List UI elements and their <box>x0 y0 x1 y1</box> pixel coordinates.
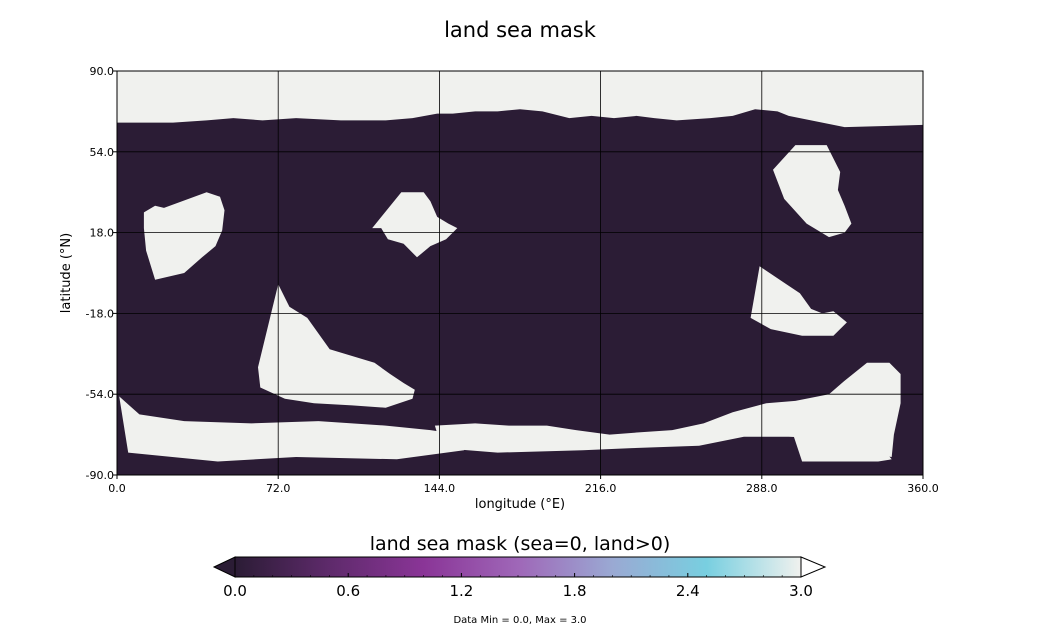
land-region <box>434 362 901 457</box>
x-tick-label: 0.0 <box>108 482 126 495</box>
land-region <box>372 192 458 258</box>
colorbar-tick-label: 1.8 <box>563 582 587 600</box>
land-region <box>773 145 852 238</box>
colorbar-tick-label: 0.0 <box>223 582 247 600</box>
x-axis-label: longitude (°E) <box>475 497 565 512</box>
land-region <box>788 421 892 462</box>
y-tick-label: 54.0 <box>90 146 115 159</box>
y-axis-ticks: 90.0 54.0 18.0 -18.0 -54.0 -90.0 <box>86 65 117 482</box>
x-tick-label: 144.0 <box>424 482 456 495</box>
colorbar-tick-label: 3.0 <box>789 582 813 600</box>
x-tick-label: 216.0 <box>585 482 617 495</box>
chart-title: land sea mask <box>444 18 596 42</box>
y-axis-label: latitude (°N) <box>59 233 74 313</box>
data-range-footer: Data Min = 0.0, Max = 3.0 <box>453 615 586 626</box>
x-axis-ticks: 0.0 72.0 144.0 216.0 288.0 360.0 <box>108 475 939 495</box>
colorbar-title: land sea mask (sea=0, land>0) <box>370 533 671 555</box>
y-tick-label: 18.0 <box>90 227 115 240</box>
land-layer <box>117 71 923 462</box>
y-tick-label: -90.0 <box>86 469 114 482</box>
colorbar-ticks: 0.0 0.6 1.2 1.8 2.4 3.0 <box>223 573 813 600</box>
colorbar: land sea mask (sea=0, land>0) 0.0 0.6 1.2 1… <box>212 533 827 600</box>
colorbar-min-extend-arrow <box>212 556 236 578</box>
land-region <box>143 192 225 280</box>
plot-area <box>116 70 924 476</box>
y-tick-label: 90.0 <box>90 65 115 78</box>
land-region <box>258 284 415 408</box>
x-tick-label: 360.0 <box>907 482 939 495</box>
land-region <box>117 71 923 128</box>
land-region <box>750 266 847 336</box>
x-tick-label: 288.0 <box>746 482 778 495</box>
colorbar-gradient <box>234 556 802 578</box>
colorbar-tick-label: 1.2 <box>449 582 473 600</box>
grid-lines <box>117 71 923 475</box>
y-tick-label: -54.0 <box>86 388 114 401</box>
x-tick-label: 72.0 <box>266 482 291 495</box>
colorbar-tick-label: 0.6 <box>336 582 360 600</box>
colorbar-max-extend-arrow <box>800 556 827 578</box>
y-tick-label: -18.0 <box>86 307 114 320</box>
colorbar-tick-label: 2.4 <box>676 582 700 600</box>
land-region <box>119 396 476 462</box>
plot-frame <box>116 70 924 476</box>
